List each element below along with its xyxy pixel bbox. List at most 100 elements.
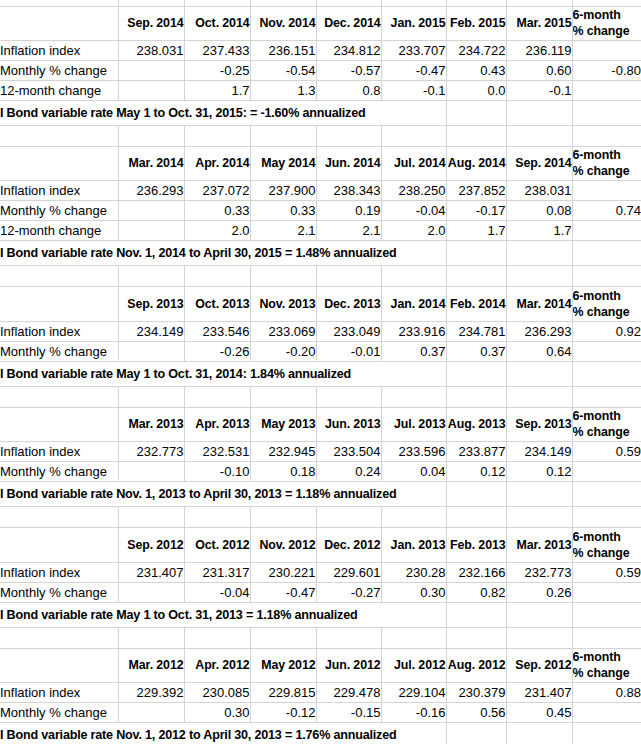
cell-value[interactable]: 232.945 [250, 442, 316, 462]
cell-value[interactable]: 0.59 [572, 562, 641, 582]
cell-value[interactable]: 0.12 [506, 462, 572, 482]
cell-month-header[interactable]: Jul. 2014 [381, 147, 446, 181]
cell-value[interactable]: 237.900 [250, 181, 316, 201]
cell-month-header[interactable]: Mar. 2012 [118, 649, 184, 683]
cell-month-header[interactable]: Feb. 2014 [446, 287, 506, 321]
cell-empty[interactable] [381, 507, 446, 528]
cell-empty[interactable] [572, 602, 641, 627]
cell-value[interactable]: 0.26 [506, 582, 572, 602]
cell-value[interactable]: 233.877 [446, 442, 506, 462]
cell-month-header[interactable]: Apr. 2013 [184, 408, 250, 442]
cell-empty[interactable] [446, 266, 506, 287]
cell-value[interactable]: -0.57 [316, 60, 381, 80]
cell-empty[interactable] [446, 386, 506, 407]
cell-change-header[interactable]: 6-month% change [572, 147, 641, 181]
cell-month-header[interactable]: Jul. 2013 [381, 408, 446, 442]
cell-empty[interactable] [250, 386, 316, 407]
cell-value[interactable] [572, 703, 641, 723]
cell-empty[interactable] [0, 386, 118, 407]
cell-summary[interactable]: I Bond variable rate Nov. 1, 2012 to Apr… [0, 723, 446, 744]
cell-empty[interactable] [446, 125, 506, 146]
cell-empty[interactable] [572, 361, 641, 386]
cell-empty[interactable] [572, 266, 641, 287]
cell-empty[interactable] [118, 266, 184, 287]
cell-row-label[interactable]: Inflation index [0, 442, 118, 462]
cell-month-header[interactable]: May 2012 [250, 649, 316, 683]
cell-value[interactable]: 237.852 [446, 181, 506, 201]
cell-value[interactable]: 2.1 [316, 221, 381, 241]
cell-value[interactable]: 236.293 [506, 321, 572, 341]
cell-value[interactable]: -0.26 [184, 341, 250, 361]
cell-month-header[interactable]: Jun. 2014 [316, 147, 381, 181]
cell-value[interactable] [118, 582, 184, 602]
cell-month-header[interactable]: Nov. 2013 [250, 287, 316, 321]
cell-value[interactable]: 0.56 [446, 703, 506, 723]
cell-row-label[interactable]: Inflation index [0, 683, 118, 703]
cell-value[interactable] [572, 40, 641, 60]
cell-month-header[interactable]: Sep. 2012 [506, 649, 572, 683]
cell-empty[interactable] [118, 125, 184, 146]
cell-value[interactable] [118, 221, 184, 241]
cell-value[interactable]: -0.04 [381, 201, 446, 221]
cell-value[interactable]: -0.20 [250, 341, 316, 361]
cell-value[interactable] [572, 181, 641, 201]
cell-value[interactable]: 0.37 [381, 341, 446, 361]
cell-empty[interactable] [572, 100, 641, 125]
cell-month-header[interactable]: Jan. 2015 [381, 6, 446, 40]
cell-value[interactable]: 233.596 [381, 442, 446, 462]
cell-month-header[interactable]: Apr. 2014 [184, 147, 250, 181]
cell-value[interactable]: 2.0 [184, 221, 250, 241]
cell-value[interactable]: -0.54 [250, 60, 316, 80]
cell-month-header[interactable]: Mar. 2013 [506, 528, 572, 562]
cell-value[interactable]: -0.15 [316, 703, 381, 723]
cell-empty[interactable] [446, 723, 506, 744]
cell-empty[interactable] [118, 386, 184, 407]
cell-value[interactable]: 238.031 [118, 40, 184, 60]
cell-month-header[interactable]: Oct. 2013 [184, 287, 250, 321]
cell-empty[interactable] [506, 482, 572, 507]
cell-change-header[interactable]: 6-month% change [572, 528, 641, 562]
cell-empty[interactable] [250, 507, 316, 528]
cell-month-header[interactable]: Mar. 2014 [506, 287, 572, 321]
cell-empty[interactable] [506, 125, 572, 146]
cell-value[interactable]: 234.722 [446, 40, 506, 60]
cell-value[interactable]: 0.60 [506, 60, 572, 80]
cell-empty[interactable] [506, 100, 572, 125]
cell-value[interactable]: 0.0 [446, 80, 506, 100]
cell-value[interactable] [118, 60, 184, 80]
cell-value[interactable]: 0.37 [446, 341, 506, 361]
cell-value[interactable]: 0.04 [381, 462, 446, 482]
cell-value[interactable]: 237.433 [184, 40, 250, 60]
cell-value[interactable]: 234.149 [118, 321, 184, 341]
cell-month-header[interactable]: Sep. 2013 [506, 408, 572, 442]
cell-empty[interactable] [118, 627, 184, 648]
cell-empty[interactable] [572, 125, 641, 146]
cell-value[interactable]: 0.08 [506, 201, 572, 221]
cell-empty[interactable] [0, 408, 118, 442]
cell-value[interactable]: 233.069 [250, 321, 316, 341]
cell-empty[interactable] [381, 266, 446, 287]
cell-empty[interactable] [446, 507, 506, 528]
cell-value[interactable]: 0.19 [316, 201, 381, 221]
cell-empty[interactable] [316, 266, 381, 287]
cell-value[interactable]: 238.031 [506, 181, 572, 201]
cell-value[interactable] [572, 462, 641, 482]
cell-value[interactable]: -0.12 [250, 703, 316, 723]
cell-empty[interactable] [0, 6, 118, 40]
cell-month-header[interactable]: Sep. 2012 [118, 528, 184, 562]
cell-empty[interactable] [316, 125, 381, 146]
cell-month-header[interactable]: Mar. 2013 [118, 408, 184, 442]
cell-empty[interactable] [506, 266, 572, 287]
cell-empty[interactable] [572, 507, 641, 528]
cell-empty[interactable] [0, 125, 118, 146]
cell-value[interactable]: 0.33 [250, 201, 316, 221]
cell-empty[interactable] [0, 147, 118, 181]
cell-empty[interactable] [0, 649, 118, 683]
cell-value[interactable]: 232.773 [118, 442, 184, 462]
cell-empty[interactable] [446, 627, 506, 648]
cell-value[interactable]: 0.33 [184, 201, 250, 221]
cell-empty[interactable] [0, 507, 118, 528]
cell-value[interactable]: 238.250 [381, 181, 446, 201]
cell-month-header[interactable]: Feb. 2013 [446, 528, 506, 562]
cell-value[interactable]: -0.47 [381, 60, 446, 80]
